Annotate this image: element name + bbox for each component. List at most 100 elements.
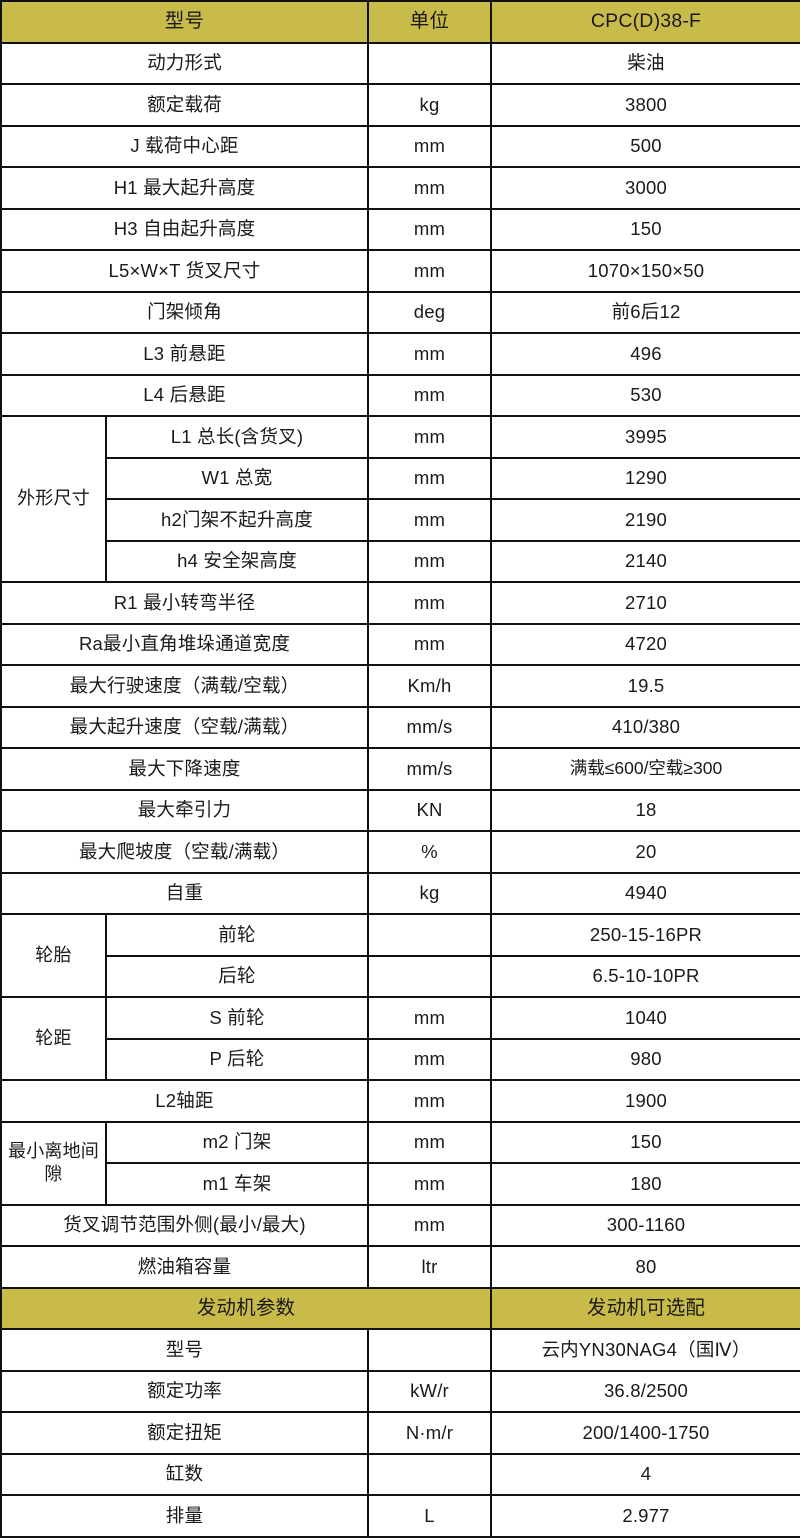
table-row: 额定功率 kW/r 36.8/2500 [0, 1369, 800, 1413]
row-value: 19.5 [490, 664, 800, 708]
row-unit: N·m/r [367, 1411, 492, 1455]
row-value: 前6后12 [490, 290, 800, 334]
row-value: 1040 [490, 996, 800, 1040]
table-row: 最小离地间隙 m2 门架 mm 150 [0, 1120, 800, 1206]
row-unit: mm [367, 498, 492, 542]
row-label: H3 自由起升高度 [0, 207, 369, 251]
row-unit: mm [367, 539, 492, 583]
table-row: 后轮 6.5-10-10PR [1, 954, 800, 998]
table-row: 额定载荷 kg 3800 [0, 83, 800, 127]
table-row: 最大下降速度 mm/s 满载≤600/空载≥300 [0, 747, 800, 791]
header-cell-value: CPC(D)38-F [490, 0, 800, 44]
row-label: Ra最小直角堆垛通道宽度 [0, 622, 369, 666]
table-row: h4 安全架高度 mm 2140 [1, 539, 800, 583]
row-unit [367, 1452, 492, 1496]
table-row: H3 自由起升高度 mm 150 [0, 207, 800, 251]
row-value: 4940 [490, 871, 800, 915]
table-row: P 后轮 mm 980 [1, 1037, 800, 1081]
row-unit [367, 1328, 492, 1372]
engine-header-optional: 发动机可选配 [490, 1286, 800, 1330]
row-unit: mm/s [367, 705, 492, 749]
row-label: 最大行驶速度（满载/空载） [0, 664, 369, 708]
row-label: L2轴距 [0, 1079, 369, 1123]
table-row: 排量 L 2.977 [0, 1494, 800, 1538]
row-unit: KN [367, 788, 492, 832]
header-cell-model: 型号 [0, 0, 369, 44]
row-value: 4720 [490, 622, 800, 666]
row-label: 排量 [0, 1494, 369, 1538]
row-label: L1 总长(含货叉) [105, 415, 369, 459]
row-value: 1290 [490, 456, 800, 500]
row-label: 燃油箱容量 [0, 1245, 369, 1289]
row-unit: mm [367, 456, 492, 500]
row-label: H1 最大起升高度 [0, 166, 369, 210]
row-label: 额定载荷 [0, 83, 369, 127]
row-label: 缸数 [0, 1452, 369, 1496]
table-row: 最大起升速度（空载/满载） mm/s 410/380 [0, 705, 800, 749]
row-label: S 前轮 [105, 996, 369, 1040]
row-value: 150 [490, 1120, 800, 1164]
table-row: L3 前悬距 mm 496 [0, 332, 800, 376]
row-label: 额定功率 [0, 1369, 369, 1413]
row-unit: mm [367, 1079, 492, 1123]
row-unit: mm [367, 1037, 492, 1081]
row-value: 3000 [490, 166, 800, 210]
row-value: 250-15-16PR [490, 913, 800, 957]
row-value: 1070×150×50 [490, 249, 800, 293]
row-unit: mm [367, 1162, 492, 1206]
row-label: L5×W×T 货叉尺寸 [0, 249, 369, 293]
row-label: L3 前悬距 [0, 332, 369, 376]
row-value: 柴油 [490, 41, 800, 85]
row-unit: mm [367, 249, 492, 293]
table-row: J 载荷中心距 mm 500 [0, 124, 800, 168]
row-value: 36.8/2500 [490, 1369, 800, 1413]
table-row: 最大牵引力 KN 18 [0, 788, 800, 832]
row-label: R1 最小转弯半径 [0, 581, 369, 625]
row-value: 3995 [490, 415, 800, 459]
row-unit [367, 954, 492, 998]
row-unit: L [367, 1494, 492, 1538]
row-unit: mm [367, 415, 492, 459]
row-value: 2.977 [490, 1494, 800, 1538]
row-value: 2190 [490, 498, 800, 542]
table-row: 轮胎 前轮 250-15-16PR [0, 913, 800, 998]
group-label-tires: 轮胎 [0, 913, 107, 998]
row-value: 3800 [490, 83, 800, 127]
table-row: W1 总宽 mm 1290 [1, 456, 800, 500]
row-unit: kg [367, 871, 492, 915]
table-row: 动力形式 柴油 [0, 41, 800, 85]
row-value: 500 [490, 124, 800, 168]
row-value: 496 [490, 332, 800, 376]
group-label-dimensions: 外形尺寸 [0, 415, 107, 583]
row-unit: kW/r [367, 1369, 492, 1413]
row-value: 6.5-10-10PR [490, 954, 800, 998]
row-label: 前轮 [105, 913, 369, 957]
row-value: 2710 [490, 581, 800, 625]
row-unit: mm [367, 581, 492, 625]
engine-header-params: 发动机参数 [0, 1286, 492, 1330]
table-row: 最大行驶速度（满载/空载） Km/h 19.5 [0, 664, 800, 708]
row-label: 型号 [0, 1328, 369, 1372]
row-unit: deg [367, 290, 492, 334]
row-unit: mm [367, 207, 492, 251]
row-value: 300-1160 [490, 1203, 800, 1247]
row-value: 980 [490, 1037, 800, 1081]
table-row: L2轴距 mm 1900 [0, 1079, 800, 1123]
row-unit: mm [367, 1203, 492, 1247]
row-unit: mm [367, 166, 492, 210]
table-row: Ra最小直角堆垛通道宽度 mm 4720 [0, 622, 800, 666]
table-row: h2门架不起升高度 mm 2190 [1, 498, 800, 542]
table-row: 缸数 4 [0, 1452, 800, 1496]
row-label: m1 车架 [105, 1162, 369, 1206]
row-label: 最大下降速度 [0, 747, 369, 791]
engine-header-row: 发动机参数 发动机可选配 [0, 1286, 800, 1330]
row-unit: ltr [367, 1245, 492, 1289]
row-label: 最大起升速度（空载/满载） [0, 705, 369, 749]
table-row: 型号 云内YN30NAG4（国Ⅳ） [0, 1328, 800, 1372]
group-label-ground-clearance: 最小离地间隙 [0, 1120, 107, 1206]
table-row: 货叉调节范围外侧(最小/最大) mm 300-1160 [0, 1203, 800, 1247]
table-row: 轮距 S 前轮 mm 1040 [0, 996, 800, 1081]
row-label: m2 门架 [105, 1120, 369, 1164]
